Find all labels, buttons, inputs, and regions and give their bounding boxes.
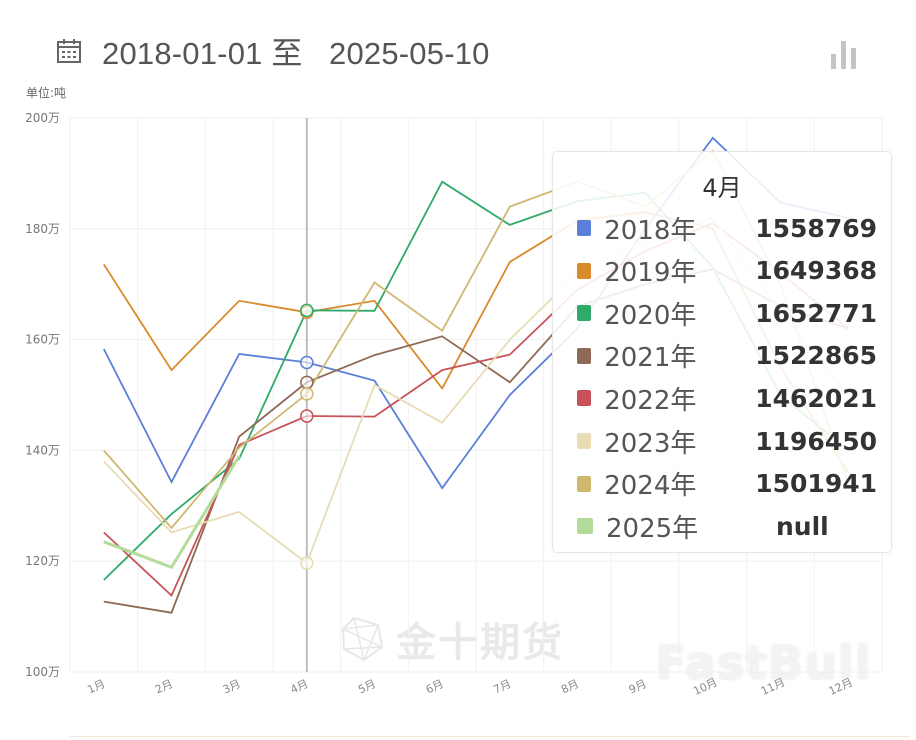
x-tick-label: 4月 bbox=[288, 677, 310, 696]
watermark-fastbull: FastBull bbox=[655, 636, 872, 690]
bottom-panel-edge bbox=[70, 736, 910, 740]
bar-chart-icon[interactable] bbox=[828, 36, 860, 70]
x-tick-label: 2月 bbox=[153, 677, 175, 696]
legend-swatch-icon bbox=[577, 305, 592, 322]
tooltip-row: 2019年 1649368 bbox=[577, 253, 877, 289]
watermark-jin10: 金十期货 bbox=[340, 610, 564, 668]
tooltip-series-value: 1558769 bbox=[755, 213, 877, 243]
tooltip-series-value: 1652771 bbox=[755, 298, 877, 328]
hover-marker bbox=[300, 387, 314, 401]
y-tick-label: 200万 bbox=[25, 111, 60, 125]
y-tick-label: 120万 bbox=[25, 554, 60, 568]
x-tick-label: 11月 bbox=[759, 676, 787, 698]
x-tick-label: 5月 bbox=[356, 677, 378, 696]
calendar-icon[interactable] bbox=[56, 38, 82, 64]
date-range-title[interactable]: 2018-01-01 至 2025-05-10 bbox=[102, 36, 490, 71]
tooltip-series-value: null bbox=[776, 511, 829, 541]
tooltip-series-label: 2025年 bbox=[606, 513, 699, 544]
hover-marker bbox=[300, 556, 314, 570]
date-range-header[interactable]: 2018-01-01 至 2025-05-10 bbox=[56, 28, 490, 73]
tooltip-row: 2022年 1462021 bbox=[577, 380, 877, 416]
legend-swatch-icon bbox=[577, 220, 592, 236]
tooltip-series-value: 1649368 bbox=[755, 256, 877, 286]
hover-markers bbox=[300, 303, 314, 570]
tooltip-row: 2025年 null bbox=[577, 508, 877, 544]
legend-swatch-icon bbox=[577, 390, 592, 407]
watermark-cn-text: 金十期货 bbox=[396, 620, 564, 666]
tooltip-row: 2018年 1558769 bbox=[577, 210, 877, 246]
tooltip-series-value: 1462021 bbox=[755, 383, 877, 413]
legend-swatch-icon bbox=[577, 518, 593, 535]
tooltip-title: 4月 bbox=[702, 174, 742, 202]
watermark-logo-icon bbox=[340, 616, 384, 663]
chart-tooltip: 4月 2018年 1558769 2019年 1649368 2020年 1652771 2… bbox=[552, 151, 892, 553]
legend-swatch-icon bbox=[577, 347, 592, 364]
legend-swatch-icon bbox=[577, 433, 592, 449]
tooltip-series-label: 2018年 bbox=[604, 215, 697, 246]
y-tick-label: 160万 bbox=[25, 333, 60, 347]
tooltip-row: 2024年 1501941 bbox=[577, 466, 877, 502]
series-line-2018年[interactable] bbox=[102, 136, 849, 490]
tooltip-series-label: 2020年 bbox=[604, 300, 697, 331]
tooltip-series-label: 2023年 bbox=[604, 428, 697, 459]
legend-swatch-icon bbox=[577, 475, 592, 492]
hover-marker bbox=[300, 409, 314, 423]
tooltip-row: 2021年 1522865 bbox=[577, 338, 877, 374]
tooltip-series-value: 1501941 bbox=[755, 469, 877, 499]
y-axis: 100万 120万 140万 160万 180万 200万 bbox=[25, 111, 60, 679]
tooltip-series-label: 2021年 bbox=[604, 343, 697, 374]
hover-marker bbox=[300, 375, 314, 390]
tooltip-series-label: 2022年 bbox=[604, 385, 697, 416]
tooltip-series-value: 1522865 bbox=[755, 341, 877, 371]
tooltip-series-label: 2019年 bbox=[604, 258, 697, 289]
y-tick-label: 180万 bbox=[25, 222, 60, 236]
x-tick-label: 6月 bbox=[424, 677, 446, 696]
x-tick-label: 12月 bbox=[827, 676, 855, 698]
x-tick-label: 3月 bbox=[221, 677, 243, 696]
unit-label: 单位:吨 bbox=[26, 86, 67, 100]
x-tick-label: 1月 bbox=[85, 677, 107, 696]
hover-marker bbox=[300, 355, 314, 370]
legend-swatch-icon bbox=[577, 262, 592, 279]
y-tick-label: 140万 bbox=[25, 443, 60, 457]
x-tick-label: 9月 bbox=[627, 677, 649, 696]
hover-marker bbox=[300, 303, 314, 318]
x-tick-label: 10月 bbox=[691, 676, 719, 698]
y-tick-label: 100万 bbox=[25, 665, 60, 679]
tooltip-row: 2023年 1196450 bbox=[577, 423, 877, 459]
tooltip-series-label: 2024年 bbox=[604, 471, 697, 502]
tooltip-series-value: 1196450 bbox=[755, 426, 877, 456]
x-tick-label: 7月 bbox=[491, 677, 513, 696]
tooltip-row: 2020年 1652771 bbox=[577, 295, 877, 331]
x-tick-label: 8月 bbox=[559, 677, 581, 696]
series-line-2025年[interactable] bbox=[103, 455, 241, 570]
x-axis: 1月 2月 3月 4月 5月 6月 7月 8月 9月 10月 11月 12月 bbox=[85, 676, 854, 698]
